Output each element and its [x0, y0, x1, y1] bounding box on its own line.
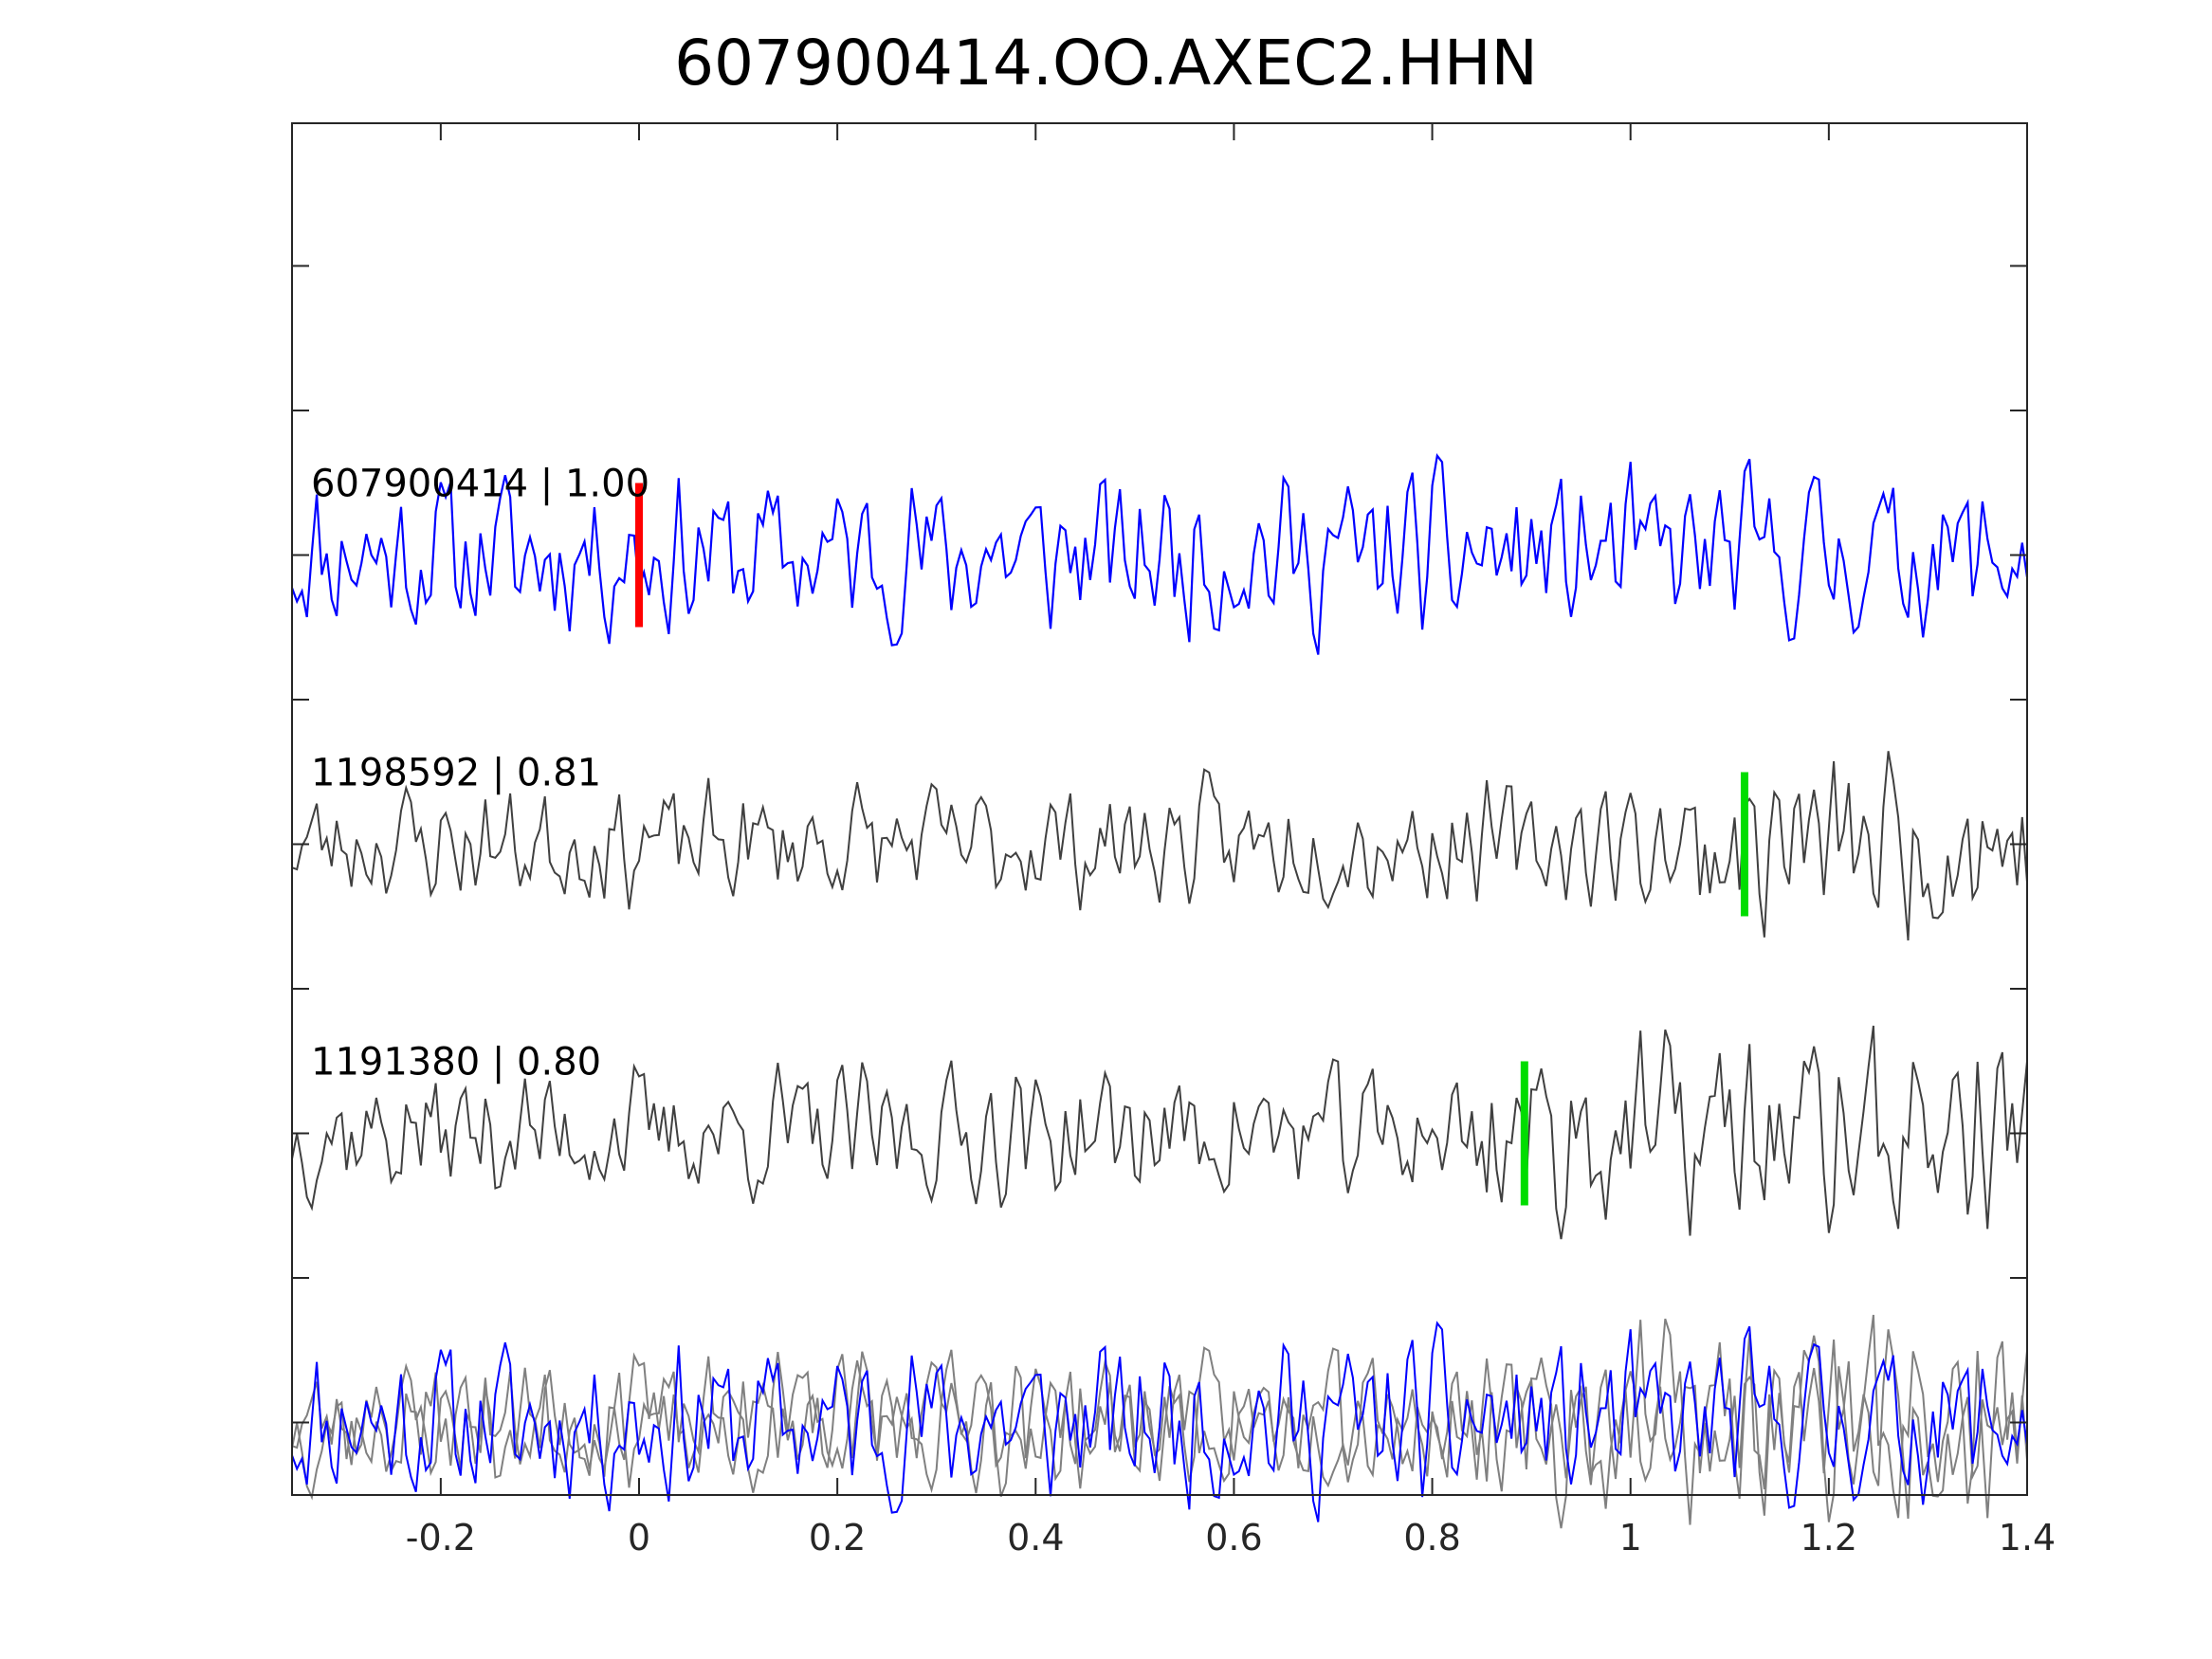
trace-1-line — [290, 453, 2029, 655]
traces-layer — [290, 453, 2029, 1529]
x-tick-label: 0.2 — [809, 1517, 866, 1559]
trace-2-line — [291, 751, 2028, 941]
chart-title: 607900414.OO.AXEC2.HHN — [674, 27, 1538, 100]
overlay-trace-1 — [291, 1321, 2028, 1522]
x-tick-label: 0.6 — [1205, 1517, 1262, 1559]
trace-3-line — [291, 1025, 2028, 1240]
trace-label-3: 1191380 | 0.80 — [311, 1041, 601, 1085]
overlay-trace-3 — [291, 1314, 2028, 1529]
x-tick-label: 1 — [1619, 1517, 1642, 1559]
x-tick-label: 1.2 — [1801, 1517, 1857, 1559]
picks-layer — [635, 483, 1748, 1206]
x-tick-label: 0.4 — [1007, 1517, 1064, 1559]
x-tick-label: 0.8 — [1403, 1517, 1460, 1559]
x-tick-label: 1.4 — [1999, 1517, 2056, 1559]
ticks-layer — [292, 123, 2028, 1495]
trace-label-2: 1198592 | 0.81 — [311, 752, 601, 795]
x-tick-label: -0.2 — [406, 1517, 476, 1559]
x-tick-labels: -0.2 0 0.2 0.4 0.6 0.8 1 1.2 1.4 — [406, 1517, 2056, 1559]
trace-labels-layer: 607900414 | 1.00 1198592 | 0.81 1191380 | … — [311, 463, 649, 1085]
x-tick-label: 0 — [628, 1517, 650, 1559]
axes-box — [291, 122, 2028, 1496]
trace-label-1: 607900414 | 1.00 — [311, 463, 649, 506]
overlay-trace-2 — [291, 1329, 2028, 1520]
